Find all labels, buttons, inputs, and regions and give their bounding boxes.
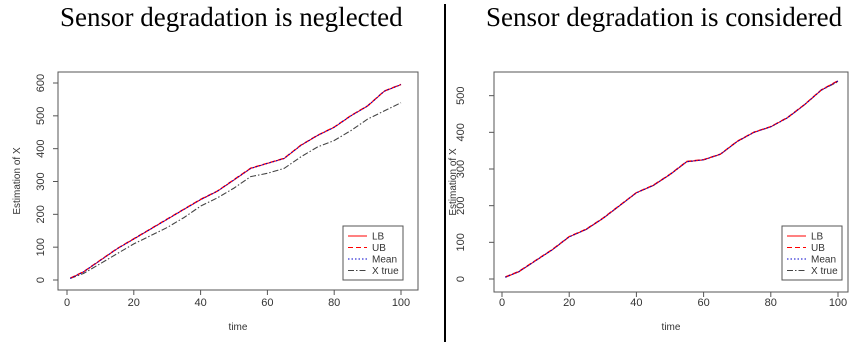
- x-tick-label: 0: [64, 297, 70, 309]
- y-axis-label: Estimation of X: [12, 147, 23, 215]
- panel-divider: [444, 4, 446, 342]
- y-tick-label: 100: [455, 233, 467, 251]
- x-tick-label: 80: [765, 297, 777, 309]
- legend-label: X true: [372, 266, 399, 277]
- x-tick-label: 60: [261, 297, 273, 309]
- y-axis-label: Estimation of X: [448, 148, 459, 216]
- right-line-chart: 0 20 40 60 80 100 0 100 200 300 400 500 time Estimati…: [448, 71, 849, 333]
- y-tick-label: 400: [455, 123, 467, 141]
- x-axis-label: time: [229, 322, 248, 333]
- legend-label: UB: [372, 243, 386, 254]
- legend-label: Mean: [811, 255, 836, 266]
- left-line-chart: 0 20 40 60 80 100 0 100 200 300 400 500 600 time Estim…: [12, 71, 419, 333]
- right-panel-title: Sensor degradation is considered: [486, 2, 843, 32]
- x-tick-label: 40: [630, 297, 642, 309]
- y-tick-label: 600: [35, 74, 47, 92]
- x-tick-label: 40: [194, 297, 206, 309]
- y-tick-label: 100: [35, 238, 47, 256]
- y-tick-label: 400: [35, 139, 47, 157]
- x-tick-label: 0: [499, 297, 505, 309]
- y-tick-label: 300: [455, 160, 467, 178]
- legend-label: LB: [811, 232, 824, 243]
- y-tick-label: 500: [455, 86, 467, 104]
- series-line-ub: [505, 80, 839, 278]
- y-tick-label: 200: [455, 196, 467, 214]
- y-tick-label: 200: [35, 205, 47, 223]
- legend-label: X true: [811, 266, 838, 277]
- x-tick-label: 100: [392, 297, 410, 309]
- legend-label: LB: [372, 232, 385, 243]
- x-tick-label: 60: [697, 297, 709, 309]
- series-line-x-true: [70, 102, 402, 279]
- y-tick-label: 500: [35, 107, 47, 125]
- y-tick-label: 0: [455, 276, 467, 282]
- legend-label: Mean: [372, 255, 397, 266]
- y-tick-label: 0: [35, 277, 47, 283]
- x-tick-label: 100: [829, 297, 847, 309]
- left-panel-title: Sensor degradation is neglected: [60, 2, 403, 32]
- x-tick-label: 20: [128, 297, 140, 309]
- legend-label: UB: [811, 243, 825, 254]
- x-tick-label: 80: [328, 297, 340, 309]
- y-tick-label: 300: [35, 172, 47, 190]
- x-tick-label: 20: [563, 297, 575, 309]
- x-axis-label: time: [662, 322, 681, 333]
- plot-frame: [493, 71, 849, 293]
- series-line-mean: [70, 84, 402, 279]
